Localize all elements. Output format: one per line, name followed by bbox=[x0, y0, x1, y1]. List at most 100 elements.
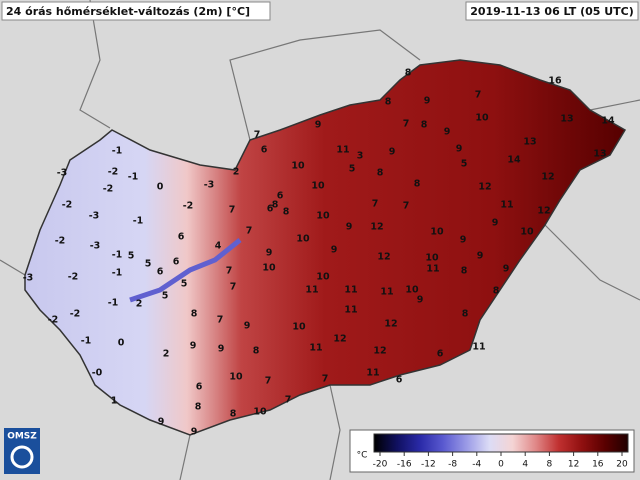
station-value: 7 bbox=[217, 315, 224, 326]
station-value: 9 bbox=[218, 344, 225, 355]
station-value: 9 bbox=[158, 417, 165, 428]
station-value: 6 bbox=[178, 232, 185, 243]
station-value: -1 bbox=[112, 250, 123, 261]
station-value: 7 bbox=[230, 282, 237, 293]
station-value: -0 bbox=[92, 368, 103, 379]
station-value: -2 bbox=[70, 309, 81, 320]
station-value: -3 bbox=[204, 180, 215, 191]
station-value: 10 bbox=[296, 234, 310, 245]
station-value: 7 bbox=[229, 205, 236, 216]
station-value: -1 bbox=[128, 172, 139, 183]
title: 24 órás hőmérséklet-változás (2m) [°C] bbox=[6, 5, 250, 18]
station-value: 8 bbox=[414, 179, 421, 190]
station-value: 8 bbox=[462, 309, 469, 320]
station-value: 7 bbox=[322, 374, 329, 385]
station-value: -3 bbox=[57, 168, 68, 179]
station-value: 9 bbox=[460, 235, 467, 246]
station-value: 13 bbox=[560, 114, 573, 125]
colorbar-scale bbox=[373, 433, 629, 453]
title-box bbox=[1, 1, 271, 21]
station-value: -1 bbox=[112, 146, 123, 157]
station-value: 11 bbox=[472, 342, 485, 353]
station-value: 6 bbox=[173, 257, 180, 268]
station-value: 7 bbox=[372, 199, 379, 210]
station-value: -2 bbox=[62, 200, 73, 211]
station-value: 11 bbox=[426, 264, 439, 275]
station-value: 10 bbox=[292, 322, 306, 333]
station-value: -1 bbox=[108, 298, 119, 309]
station-value: 8 bbox=[283, 207, 290, 218]
station-value: 8 bbox=[493, 286, 500, 297]
station-value: 9 bbox=[477, 251, 484, 262]
station-value: 6 bbox=[157, 267, 164, 278]
station-value: 10 bbox=[475, 113, 489, 124]
station-value: 0 bbox=[118, 338, 125, 349]
station-value: -3 bbox=[23, 273, 34, 284]
colorbar-tick-label: 4 bbox=[522, 460, 528, 470]
station-value: 7 bbox=[403, 119, 410, 130]
station-value: 7 bbox=[475, 90, 482, 101]
station-value: 13 bbox=[523, 137, 536, 148]
station-value: 12 bbox=[377, 252, 390, 263]
station-value: 11 bbox=[500, 200, 513, 211]
station-value: 9 bbox=[424, 96, 431, 107]
station-value: 8 bbox=[421, 120, 428, 131]
station-value: 3 bbox=[357, 151, 364, 162]
station-value: 8 bbox=[377, 168, 384, 179]
station-value: 12 bbox=[333, 334, 346, 345]
station-value: 9 bbox=[503, 264, 510, 275]
station-value: 8 bbox=[385, 97, 392, 108]
station-value: 9 bbox=[444, 127, 451, 138]
station-value: 12 bbox=[478, 182, 491, 193]
colorbar-tick-label: -16 bbox=[397, 460, 412, 470]
station-value: 7 bbox=[285, 395, 292, 406]
station-value: -2 bbox=[108, 167, 119, 178]
station-value: 10 bbox=[291, 161, 305, 172]
station-value: 14 bbox=[507, 155, 521, 166]
station-value: 9 bbox=[331, 245, 338, 256]
station-value: 7 bbox=[246, 226, 253, 237]
station-value: 6 bbox=[437, 349, 444, 360]
station-value: 5 bbox=[145, 259, 152, 270]
station-value: 10 bbox=[430, 227, 444, 238]
lake bbox=[129, 238, 242, 303]
station-value: 10 bbox=[253, 407, 267, 418]
station-value: 12 bbox=[541, 172, 554, 183]
station-value: 8 bbox=[191, 309, 198, 320]
colorbar-tick-label: 0 bbox=[498, 460, 504, 470]
station-value: 7 bbox=[403, 201, 410, 212]
colorbar-tick-label: -12 bbox=[421, 460, 436, 470]
station-value: -3 bbox=[90, 241, 101, 252]
station-value: 11 bbox=[336, 145, 349, 156]
station-value: 2 bbox=[163, 349, 170, 360]
station-value: 11 bbox=[305, 285, 318, 296]
colorbar-tick-label: 16 bbox=[592, 460, 604, 470]
station-value: 8 bbox=[272, 200, 279, 211]
station-value: 9 bbox=[417, 295, 424, 306]
station-value: 1 bbox=[111, 396, 118, 407]
station-value: -2 bbox=[183, 201, 194, 212]
colorbar-tick-label: 8 bbox=[547, 460, 553, 470]
station-value: 0 bbox=[157, 182, 164, 193]
station-value: 16 bbox=[548, 76, 562, 87]
station-value: -1 bbox=[133, 216, 144, 227]
station-value: 10 bbox=[316, 272, 330, 283]
station-value: 11 bbox=[309, 343, 322, 354]
station-value: 9 bbox=[346, 222, 353, 233]
colorbar-tick-label: -8 bbox=[448, 460, 457, 470]
station-value: 9 bbox=[191, 427, 198, 438]
stations: -3 -1 -2 -1 0 -3 2 -2 -2 -3 -1 -2 -2 -3 -1 -3 -2 -1 -2 -2 -1… bbox=[23, 68, 615, 438]
station-value: 7 bbox=[254, 130, 261, 141]
station-value: 10 bbox=[425, 253, 439, 264]
station-value: -2 bbox=[68, 272, 79, 283]
station-value: 4 bbox=[215, 241, 222, 252]
station-value: 8 bbox=[230, 409, 237, 420]
station-value: 10 bbox=[311, 181, 325, 192]
station-value: 12 bbox=[537, 206, 550, 217]
station-value: 9 bbox=[266, 248, 273, 259]
station-value: 10 bbox=[262, 263, 276, 274]
timestamp: 2019-11-13 06 LT (05 UTC) bbox=[470, 5, 634, 18]
station-value: 5 bbox=[461, 159, 468, 170]
colorbar-tick-label: 12 bbox=[568, 460, 579, 470]
